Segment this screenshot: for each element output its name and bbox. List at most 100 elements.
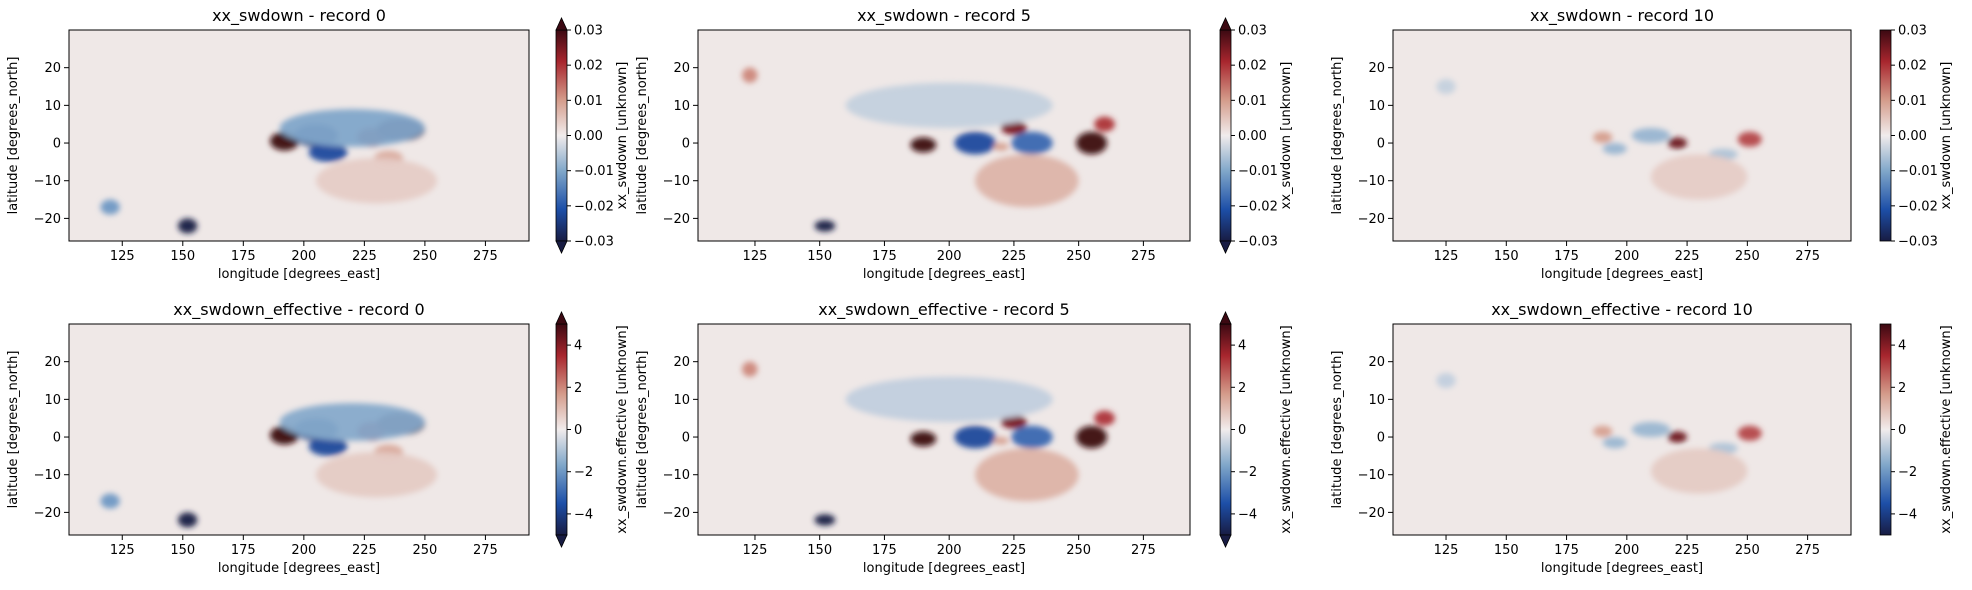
y-tick-label: −10: [1358, 468, 1385, 483]
y-tick-label: 10: [673, 99, 690, 114]
x-tick-label: 225: [352, 249, 377, 264]
axes-frame: [68, 323, 530, 536]
colorbar-tick-label: −0.01: [1238, 164, 1278, 179]
field-feature: [279, 109, 425, 147]
y-axis-label: latitude [degrees_north]: [1330, 57, 1345, 215]
y-tick-label: −20: [34, 212, 61, 227]
x-tick-label: 150: [170, 249, 195, 264]
y-tick-label: −20: [34, 506, 61, 521]
y-axis-label: latitude [degrees_north]: [635, 57, 650, 215]
field-feature: [1631, 127, 1671, 144]
colorbar-gradient: [1879, 323, 1892, 536]
colorbar-tick-label: 0: [1898, 423, 1906, 438]
colorbar-tick-label: 0.00: [1898, 129, 1927, 144]
x-tick-label: 175: [1554, 543, 1579, 558]
panel-3: 125 150 175 200 225 250 275−20−1001020xx_swdow…: [6, 300, 630, 576]
field-feature: [1602, 437, 1627, 449]
colorbar-tick-label: 0.03: [1898, 24, 1927, 39]
colorbar-extend-max: [1219, 17, 1232, 31]
field-feature: [315, 158, 438, 204]
colorbar-label: xx_swdown [unknown]: [615, 62, 630, 210]
x-tick-label: 200: [1614, 249, 1639, 264]
colorbar-tick-label: 2: [1898, 381, 1906, 396]
colorbar-tick-label: −0.02: [1238, 199, 1278, 214]
colorbar-tick-label: −0.02: [574, 199, 614, 214]
field-feature: [1650, 448, 1748, 494]
field-feature: [742, 67, 758, 83]
x-tick-label: 175: [872, 543, 897, 558]
colorbar-tick-label: 2: [1238, 381, 1246, 396]
field-feature: [993, 437, 1009, 445]
field-feature: [993, 143, 1009, 151]
x-tick-label: 250: [412, 543, 437, 558]
x-axis-label: longitude [degrees_east]: [863, 561, 1025, 576]
panel-title: xx_swdown - record 0: [212, 6, 386, 26]
x-tick-label: 200: [937, 543, 962, 558]
y-tick-label: 0: [682, 137, 690, 152]
y-tick-label: 20: [673, 61, 690, 76]
x-tick-label: 125: [110, 249, 135, 264]
plot-background: [1393, 324, 1851, 535]
colorbar-tick-label: 0.03: [1238, 24, 1267, 39]
field-feature: [1076, 425, 1108, 449]
x-tick-label: 125: [110, 543, 135, 558]
colorbar: 0.03 0.02 0.01 0.00 −0.01 −0.02 −0.03 xx_swdown…: [1879, 24, 1954, 250]
colorbar-gradient: [1879, 29, 1892, 242]
plot-background: [698, 324, 1190, 535]
x-tick-label: 250: [1066, 543, 1091, 558]
field-feature: [1631, 421, 1671, 438]
field-feature: [100, 199, 120, 215]
y-axis-label: latitude [degrees_north]: [6, 57, 21, 215]
colorbar-tick-label: −4: [1238, 507, 1257, 522]
colorbar-tick-label: 0: [574, 423, 582, 438]
x-tick-label: 275: [1795, 249, 1820, 264]
field-layer: [100, 403, 438, 528]
field-feature: [954, 425, 996, 449]
y-tick-label: 20: [44, 355, 61, 370]
x-tick-label: 250: [1735, 543, 1760, 558]
x-tick-label: 125: [743, 543, 768, 558]
field-feature: [1000, 415, 1027, 429]
field-feature: [1094, 116, 1115, 132]
axes-frame: [1392, 323, 1852, 536]
colorbar-gradient: [555, 323, 568, 536]
field-feature: [1076, 131, 1108, 155]
colorbar-tick-label: 0.00: [1238, 129, 1267, 144]
x-tick-label: 275: [473, 249, 498, 264]
colorbar-tick-label: 0.01: [574, 94, 603, 109]
panel-1: 125 150 175 200 225 250 275 −20 −10 0 10 20 xx_swdow…: [635, 6, 1294, 282]
colorbar-tick-label: 0.02: [1898, 59, 1927, 74]
field-feature: [910, 431, 937, 447]
field-feature: [814, 220, 836, 232]
field-layer: [100, 109, 438, 234]
axes-frame: [1392, 29, 1852, 242]
colorbar-tick-label: 0.02: [574, 59, 603, 74]
field-feature: [1000, 121, 1027, 135]
panel-title: xx_swdown - record 5: [857, 6, 1031, 26]
field-feature: [814, 514, 836, 526]
field-feature: [177, 218, 198, 234]
colorbar-tick-label: 4: [574, 339, 582, 354]
y-tick-label: −20: [1358, 506, 1385, 521]
x-tick-label: 125: [1434, 249, 1459, 264]
colorbar-label: xx_swdown.effective [unknown]: [1939, 325, 1954, 533]
field-layer: [1436, 372, 1762, 494]
colorbar-tick-label: −2: [1238, 465, 1257, 480]
x-tick-label: 250: [412, 249, 437, 264]
field-feature: [954, 131, 996, 155]
plot-background: [1393, 30, 1851, 241]
field-feature: [1593, 425, 1613, 438]
x-tick-label: 150: [1494, 543, 1519, 558]
plot-background: [698, 30, 1190, 241]
field-feature: [177, 512, 198, 528]
y-tick-label: −20: [663, 212, 690, 227]
field-feature: [1011, 425, 1053, 449]
colorbar-tick-label: −0.01: [1898, 164, 1938, 179]
field-feature: [1011, 131, 1053, 155]
field-feature: [845, 376, 1053, 422]
y-axis-label: latitude [degrees_north]: [635, 351, 650, 509]
colorbar-tick-label: −0.02: [1898, 199, 1938, 214]
colorbar-tick-label: 4: [1898, 339, 1906, 354]
x-tick-label: 175: [872, 249, 897, 264]
